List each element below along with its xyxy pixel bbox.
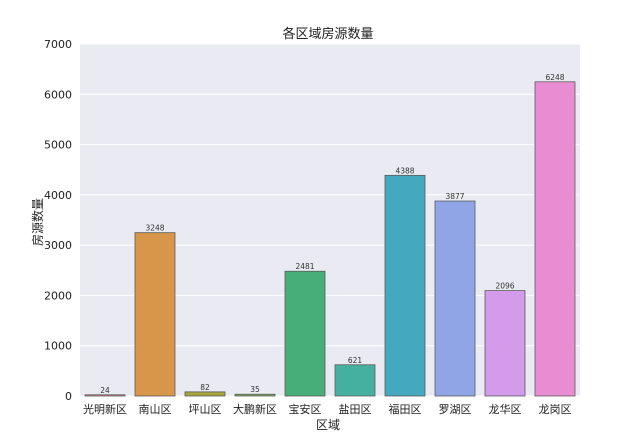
y-tick-label: 0 [65,390,72,403]
x-tick-label: 龙华区 [489,402,522,416]
y-tick-label: 5000 [44,139,72,152]
bar [184,391,226,397]
bar [484,290,526,397]
bar [334,364,376,397]
bar-value-label: 4388 [395,166,414,175]
x-tick-label: 盐田区 [339,403,372,416]
bars [84,81,576,397]
bar [284,270,326,397]
x-tick-label: 坪山区 [189,403,222,416]
y-axis-ticks: 0 1000 2000 3000 4000 5000 6000 7000 [44,38,72,403]
bar [234,393,276,397]
bar [434,200,476,397]
x-tick-label: 南山区 [139,403,172,416]
bar-value-label: 6248 [545,73,564,82]
x-tick-label: 罗湖区 [439,403,472,416]
x-axis-label: 区域 [316,418,340,432]
bar [84,394,126,397]
bar [134,232,176,397]
bar-value-label: 2096 [495,282,514,291]
x-tick-label: 光明新区 [83,402,127,416]
bar-value-label: 35 [250,385,260,394]
y-tick-label: 2000 [44,289,72,302]
chart-title: 各区域房源数量 [282,26,373,42]
y-axis-label: 房源数量 [30,198,45,246]
x-tick-label: 宝安区 [289,402,322,416]
y-tick-label: 4000 [44,189,72,202]
x-tick-label: 大鹏新区 [233,402,277,416]
x-tick-label: 福田区 [389,402,422,416]
y-tick-label: 6000 [44,88,72,101]
bar-value-label: 24 [100,386,110,395]
data-labels: 24 3248 82 35 2481 621 4388 3877 2096 6248 [100,73,565,395]
x-tick-label: 龙岗区 [539,403,572,416]
bar [534,81,576,397]
y-tick-label: 3000 [44,239,72,252]
bar [384,174,426,397]
y-tick-label: 7000 [44,38,72,51]
y-tick-label: 1000 [44,340,72,353]
bar-value-label: 3877 [445,192,464,201]
bar-value-label: 3248 [145,224,164,233]
bar-value-label: 82 [200,383,210,392]
bar-value-label: 621 [348,356,363,365]
x-axis-ticks: 光明新区 南山区 坪山区 大鹏新区 宝安区 盐田区 福田区 罗湖区 龙华区 龙岗区 [83,402,572,416]
bar-value-label: 2481 [295,262,314,271]
